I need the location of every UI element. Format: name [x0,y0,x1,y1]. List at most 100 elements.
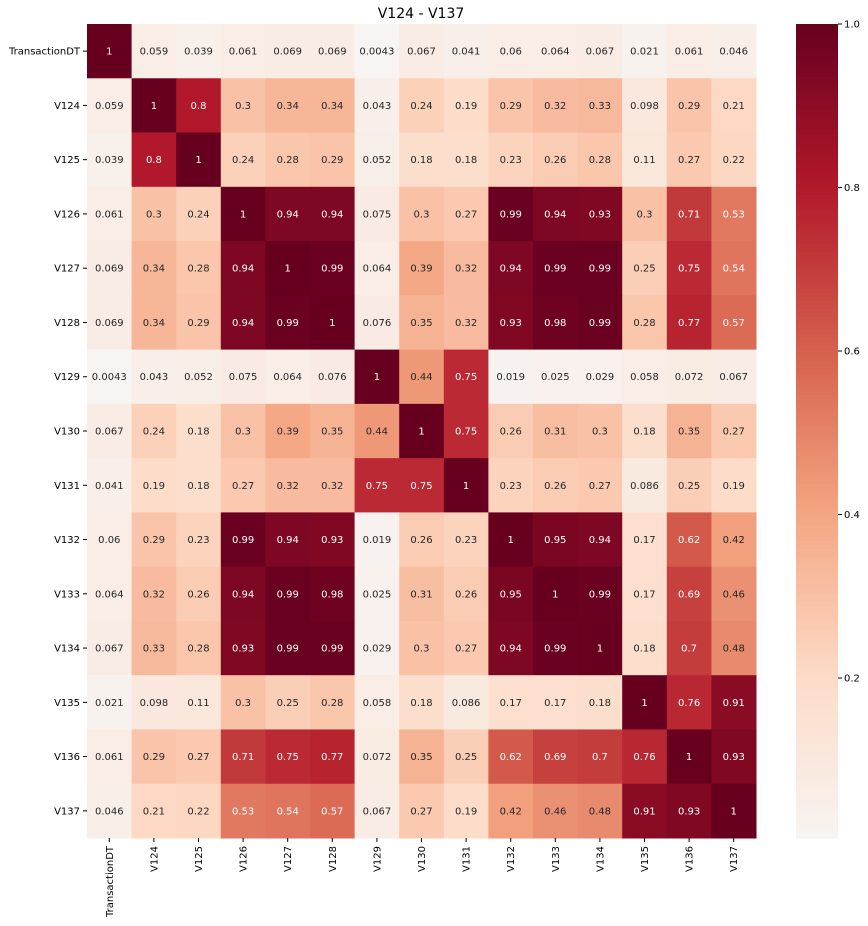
colorbar-segment [796,166,838,172]
colorbar-segment [796,646,838,652]
y-tick-label: TransactionDT [8,47,81,58]
heatmap-cell-label: 0.24 [232,155,254,166]
colorbar-segment [796,540,838,546]
colorbar-segment [796,24,838,29]
colorbar-segment [796,703,838,709]
colorbar-segment [796,243,838,249]
heatmap-cell [131,729,177,785]
heatmap-cell [622,783,668,839]
heatmap-cell-label: 0.17 [633,589,655,600]
colorbar-segment [796,683,838,689]
heatmap-cell [622,132,668,188]
heatmap-cell-label: 0.18 [410,698,432,709]
heatmap-cell-label: 0.31 [544,427,566,438]
colorbar-segment [796,752,838,758]
colorbar-segment [796,239,838,245]
colorbar-segment [796,308,838,314]
heatmap-cell-label: 0.76 [633,752,655,763]
colorbar-segment [796,247,838,253]
heatmap-cell [220,24,266,79]
colorbar-segment [796,715,838,721]
colorbar-segment [796,691,838,697]
heatmap-cell [131,186,177,242]
colorbar-segment [796,463,838,469]
heatmap-cell-label: 0.75 [410,481,432,492]
heatmap-cell-label: 0.94 [277,209,299,220]
heatmap-cell-label: 0.91 [633,806,655,817]
x-tick-label: V126 [239,846,250,872]
colorbar-segment [796,121,838,127]
heatmap-cell-label: 0.24 [410,101,432,112]
colorbar-segment [796,207,838,212]
heatmap-cell [533,729,579,785]
heatmap-cell-label: 0.93 [321,535,343,546]
heatmap-cell [399,295,445,351]
heatmap-cell [622,512,668,568]
heatmap-cell [399,132,445,188]
heatmap-cell-label: 0.069 [95,318,124,329]
heatmap-cell-label: 0.28 [277,155,299,166]
heatmap-cell [176,349,222,405]
heatmap-cell [488,458,534,513]
colorbar-segment [796,426,838,432]
heatmap-cell [711,78,757,134]
heatmap-cell [622,295,668,351]
heatmap-cell-label: 0.94 [544,209,566,220]
heatmap-cell [265,675,311,730]
heatmap-cell [220,186,266,242]
colorbar-segment [796,760,838,766]
colorbar-tick-label: 0.6 [844,347,860,358]
heatmap-cell-label: 0.75 [455,427,477,438]
colorbar-segment [796,736,838,741]
colorbar-segment [796,154,838,159]
y-tick-label: V131 [54,481,80,492]
heatmap-cell-label: 0.19 [455,806,477,817]
chart-title: V124 - V137 [378,6,465,22]
y-axis-tick-labels: TransactionDT V124 V125 V126 V127 V128 V129 V13… [8,47,87,817]
heatmap-cell [488,78,534,134]
heatmap-cell-label: 0.93 [232,644,254,655]
heatmap-cell-label: 1 [195,155,201,166]
colorbar-segment [796,569,838,575]
heatmap-cell-label: 0.064 [363,264,392,275]
x-tick-label: V132 [506,846,517,872]
colorbar-segment [796,40,838,45]
heatmap-cell [577,783,623,839]
heatmap-cell-label: 0.62 [678,535,700,546]
heatmap-cell [488,132,534,188]
colorbar-segment [796,471,838,477]
heatmap-cell [176,295,222,351]
colorbar-segment [796,89,838,94]
heatmap-cell-label: 0.69 [544,752,566,763]
heatmap-cell [711,729,757,785]
heatmap-cell [533,186,579,242]
heatmap-cell-label: 0.28 [187,644,209,655]
heatmap-cell-label: 0.27 [455,209,477,220]
heatmap-cell-label: 0.086 [452,698,481,709]
heatmap-cell-label: 0.94 [321,209,343,220]
heatmap-cell-label: 0.064 [273,372,302,383]
x-tick-label: V127 [283,846,294,872]
heatmap-cell-label: 0.075 [229,372,258,383]
colorbar-segment [796,768,838,774]
heatmap-cell-label: 0.19 [723,481,745,492]
heatmap-cell-label: 0.26 [410,535,432,546]
heatmap-cell [443,783,489,839]
heatmap-cell [131,241,177,296]
colorbar-segment [796,809,838,815]
heatmap-cell-label: 0.18 [589,698,611,709]
y-tick-label: V128 [54,318,80,329]
colorbar-tick-label: 0.4 [844,510,860,521]
heatmap-cell-label: 0.069 [95,264,124,275]
heatmap-cell-label: 0.32 [544,101,566,112]
colorbar-segment [796,357,838,363]
colorbar-segment [796,227,838,233]
heatmap-cell [533,512,579,568]
heatmap-cell [443,241,489,296]
colorbar-segment [796,487,838,493]
colorbar-segment [796,744,838,750]
heatmap-cell-label: 1 [552,589,558,600]
heatmap-cell [220,675,266,730]
heatmap-cell [711,186,757,242]
heatmap-cell [666,78,712,134]
